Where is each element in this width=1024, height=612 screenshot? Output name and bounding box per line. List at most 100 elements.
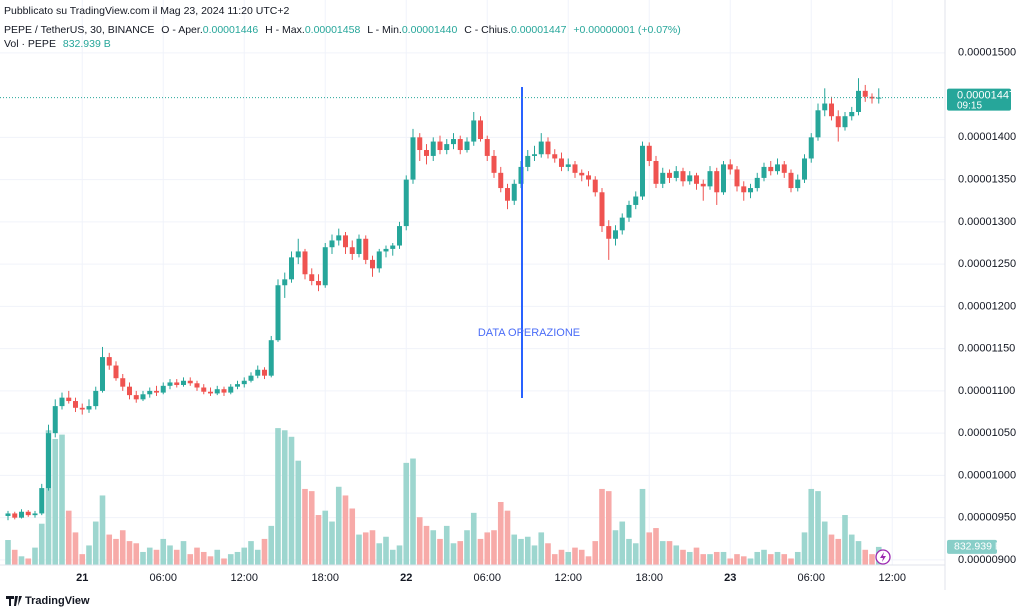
candle-body — [660, 172, 666, 184]
volume-bar — [322, 510, 329, 565]
volume-bar — [774, 551, 781, 565]
candle-body — [390, 245, 396, 249]
candle-body — [754, 177, 760, 189]
candle-body — [248, 375, 254, 381]
volume-bar — [747, 558, 754, 565]
volume-bar — [801, 532, 808, 565]
brand-logo — [6, 596, 22, 606]
candle-body — [93, 390, 99, 407]
volume-bar — [457, 541, 464, 565]
volume-tag-label: 832.939 B — [954, 541, 1002, 553]
volume-title: Vol · PEPE — [4, 38, 56, 50]
ohlc-value: 0.00001447 — [511, 24, 567, 36]
x-tick-label: 18:00 — [311, 572, 339, 584]
volume-bar — [518, 538, 524, 565]
x-tick-label: 18:00 — [635, 572, 663, 584]
volume-bar — [430, 530, 437, 565]
change: +0.00000001 (+0.07%) — [573, 24, 680, 36]
candle-body — [525, 155, 531, 167]
candle-body — [876, 97, 882, 99]
y-tick-label: 0.00000950 — [958, 512, 1016, 524]
candle-body — [187, 380, 193, 384]
volume-bar — [869, 554, 875, 565]
volume-bar — [808, 488, 815, 565]
volume-bar — [464, 530, 470, 565]
volume-bar — [349, 508, 356, 565]
candle-body — [822, 103, 828, 111]
volume-bar — [437, 538, 443, 565]
volume-bar — [207, 556, 214, 565]
volume-bar — [248, 541, 254, 565]
axes: 0.00001500 0.00001400 0.00001350 0.00001300… — [0, 47, 1016, 584]
volume-bar — [38, 523, 45, 565]
candle-body — [167, 382, 173, 386]
grid — [0, 0, 945, 565]
candle-body — [639, 145, 645, 197]
volume-tag — [947, 539, 997, 554]
candle-body — [592, 179, 598, 193]
y-tick-label: 0.00001100 — [958, 385, 1015, 397]
candle-body — [207, 391, 213, 394]
volume-bar — [639, 488, 646, 565]
volume-bar — [511, 534, 518, 565]
candle-body — [788, 172, 794, 189]
candle-body — [511, 183, 517, 201]
volume-bar — [693, 547, 700, 565]
volume-bar — [268, 525, 275, 565]
y-tick-label: 0.00001200 — [958, 300, 1016, 312]
x-tick-label: 12:00 — [554, 572, 582, 584]
candle-body — [720, 164, 726, 193]
candle-body — [612, 230, 618, 239]
y-tick-label: 0.00001500 — [958, 47, 1016, 59]
volume-bar — [592, 541, 599, 565]
volume-bar — [862, 549, 869, 565]
volume-bar — [376, 543, 383, 565]
candle-body — [32, 513, 38, 516]
candle-body — [356, 238, 362, 254]
volume-bar — [99, 495, 106, 565]
candle-body — [410, 137, 416, 180]
last-price-tag — [947, 88, 1011, 111]
candle-body — [315, 281, 321, 286]
volume-value: 832.939 B — [63, 38, 111, 50]
candle-body — [849, 111, 855, 117]
volume-header: Vol · PEPE 832.939 B — [4, 38, 111, 50]
candle-body — [484, 139, 490, 156]
x-tick-label: 06:00 — [149, 572, 177, 584]
candle-body — [59, 397, 65, 407]
volume-bar — [329, 521, 335, 565]
volume-bar — [524, 536, 531, 565]
volume-bar — [65, 510, 72, 565]
candle-body — [741, 186, 747, 193]
volume-bar — [734, 554, 740, 565]
volume-bar — [619, 521, 626, 565]
volume-bar — [254, 549, 261, 565]
volume-bar — [828, 534, 835, 565]
candle-body — [531, 154, 537, 156]
volume-bar — [126, 541, 133, 565]
candle-body — [795, 179, 801, 189]
candle-body — [808, 137, 814, 159]
candle-layer — [5, 78, 882, 521]
volume-bar — [281, 430, 288, 565]
volume-bar — [673, 545, 680, 565]
volume-bar — [335, 486, 342, 565]
candle-body — [376, 251, 382, 269]
candle-body — [430, 141, 436, 156]
volume-bar — [416, 517, 423, 565]
candle-body — [552, 154, 558, 159]
volume-bar — [727, 558, 734, 565]
volume-bar — [659, 541, 666, 565]
candle-body — [666, 172, 672, 178]
candle-body — [498, 172, 504, 189]
volume-bar — [302, 488, 308, 565]
volume-bar — [234, 551, 241, 565]
volume-bar — [720, 551, 727, 565]
volume-bar — [626, 538, 632, 565]
volume-bar — [788, 558, 794, 565]
volume-bar — [531, 545, 538, 565]
volume-bar — [740, 556, 747, 565]
x-tick-label: 21 — [76, 572, 88, 584]
volume-bar — [578, 549, 585, 565]
